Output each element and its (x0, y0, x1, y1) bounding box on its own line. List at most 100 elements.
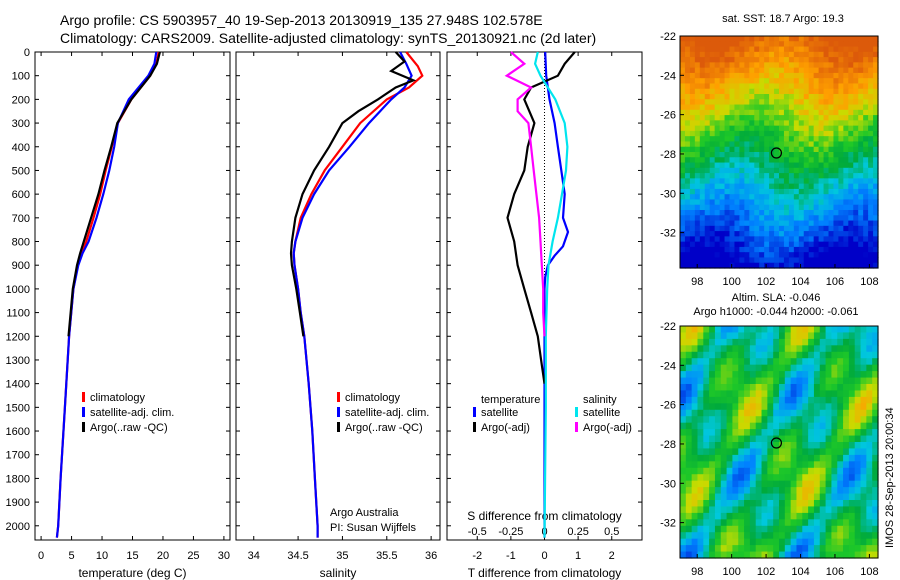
heatmap-cell (803, 199, 810, 206)
heatmap-cell (739, 236, 745, 243)
temperature-series-2 (67, 51, 161, 337)
heatmap-cell (848, 194, 854, 201)
depth-tick-label: 100 (12, 71, 30, 83)
heatmap-cell (802, 448, 809, 456)
heatmap-cell (848, 188, 854, 195)
heatmap-cell (714, 390, 722, 398)
heatmap-cell (853, 178, 859, 185)
heatmap-cell (803, 194, 810, 201)
heatmap-cell (798, 262, 805, 269)
heatmap-cell (699, 178, 706, 185)
heatmap-cell (831, 435, 838, 443)
heatmap-cell (808, 519, 815, 527)
heatmap-cell (873, 162, 879, 169)
heatmap-cell (783, 51, 790, 58)
heatmap-cell (837, 461, 844, 469)
sst_map-xtick-label: 98 (691, 276, 703, 288)
heatmap-cell (779, 532, 786, 540)
heatmap-cell (699, 199, 706, 206)
heatmap-cell (793, 204, 800, 211)
heatmap-cell (697, 377, 704, 385)
heatmap-cell (699, 188, 706, 195)
heatmap-cell (739, 72, 745, 79)
heatmap-cell (796, 390, 803, 398)
heatmap-cell (848, 78, 854, 85)
heatmap-cell (854, 467, 862, 475)
heatmap-cell (699, 225, 706, 232)
heatmap-cell (755, 409, 763, 417)
heatmap-cell (754, 141, 760, 148)
heatmap-cell (779, 384, 786, 392)
heatmap-cell (724, 188, 731, 195)
heatmap-cell (749, 257, 755, 264)
heatmap-cell (819, 396, 827, 404)
heatmap-cell (744, 130, 750, 137)
heatmap-cell (714, 493, 722, 501)
heatmap-cell (689, 188, 696, 195)
heatmap-cell (764, 162, 770, 169)
heatmap-cell (749, 36, 755, 42)
heatmap-cell (803, 162, 810, 169)
heatmap-cell (819, 525, 827, 533)
heatmap-cell (729, 51, 736, 58)
heatmap-cell (680, 364, 687, 372)
heatmap-cell (873, 262, 879, 269)
heatmap-cell (803, 225, 810, 232)
heatmap-cell (709, 396, 716, 404)
heatmap-cell (759, 204, 765, 211)
heatmap-cell (828, 104, 835, 111)
heatmap-cell (866, 512, 873, 520)
heatmap-cell (858, 220, 864, 227)
heatmap-cell (831, 326, 838, 334)
heatmap-cell (749, 538, 757, 546)
heatmap-cell (823, 41, 830, 48)
heatmap-cell (755, 351, 763, 359)
heatmap-cell (783, 146, 790, 153)
heatmap-cell (684, 120, 691, 127)
heatmap-cell (858, 157, 864, 164)
heatmap-cell (761, 390, 768, 398)
heatmap-cell (853, 67, 859, 74)
heatmap-cell (755, 461, 763, 469)
heatmap-cell (759, 210, 765, 216)
heatmap-cell (872, 377, 879, 385)
heatmap-cell (729, 246, 736, 253)
heatmap-cell (744, 480, 751, 488)
heatmap-cell (813, 351, 821, 359)
heatmap-cell (732, 390, 739, 398)
heatmap-cell (680, 252, 686, 259)
heatmap-cell (749, 532, 757, 540)
heatmap-cell (732, 506, 739, 514)
heatmap-cell (699, 51, 706, 58)
heatmap-cell (769, 204, 775, 211)
heatmap-cell (720, 429, 728, 437)
heatmap-cell (808, 257, 815, 264)
heatmap-cell (720, 474, 728, 482)
heatmap-cell (714, 358, 722, 366)
heatmap-cell (823, 204, 830, 211)
heatmap-cell (720, 480, 728, 488)
heatmap-cell (868, 152, 874, 158)
heatmap-cell (709, 454, 716, 462)
heatmap-cell (788, 41, 795, 48)
heatmap-cell (694, 199, 701, 206)
heatmap-cell (729, 204, 736, 211)
heatmap-cell (709, 358, 716, 366)
heatmap-cell (684, 57, 691, 63)
heatmap-cell (684, 257, 691, 264)
heatmap-cell (819, 454, 827, 462)
heatmap-cell (858, 225, 864, 232)
heatmap-cell (719, 36, 726, 42)
heatmap-cell (734, 136, 740, 143)
heatmap-cell (813, 62, 820, 69)
heatmap-cell (754, 57, 760, 63)
heatmap-cell (813, 326, 821, 334)
heatmap-cell (709, 204, 716, 211)
heatmap-cell (828, 67, 835, 74)
heatmap-cell (854, 545, 862, 553)
heatmap-cell (779, 183, 785, 190)
salinity-legend-label: Argo(..raw -QC) (345, 422, 423, 434)
heatmap-cell (754, 231, 760, 237)
heatmap-cell (798, 204, 805, 211)
heatmap-cell (697, 512, 704, 520)
